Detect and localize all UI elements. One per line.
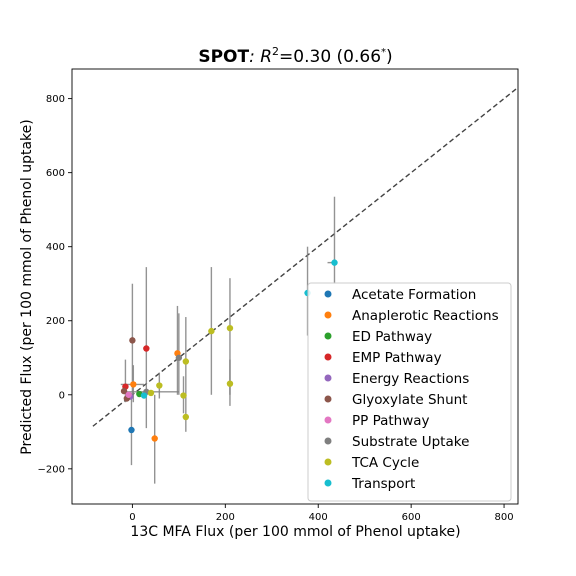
legend: Acetate Formation Anaplerotic Reactions ED… [307, 282, 512, 502]
x-axis-label: 13C MFA Flux (per 100 mmol of Phenol upt… [130, 524, 460, 540]
data-point-emp-pathway [143, 345, 150, 352]
legend-entry-glyoxylate-shunt: Glyoxylate Shunt [352, 392, 467, 408]
legend-marker-emp-pathway [324, 353, 332, 361]
legend-entry-acetate-formation: Acetate Formation [352, 287, 476, 303]
legend-marker-pp-pathway [324, 416, 332, 424]
legend-entry-tca-cycle: TCA Cycle [351, 455, 419, 471]
x-axis: 0 200 400 600 800 [129, 504, 514, 523]
data-point-transport [331, 259, 338, 266]
y-tick-label: 600 [46, 168, 65, 179]
y-axis-label: Predicted Flux (per 100 mmol of Phenol u… [19, 119, 35, 454]
data-point-tca-cycle [147, 389, 155, 397]
data-point-acetate-formation [128, 426, 135, 434]
plot-frame [71, 68, 519, 505]
data-point-anaplerotic-reactions [130, 381, 137, 388]
data-point-glyoxylate-shunt [129, 337, 136, 344]
chart-title-superscript: 2 [272, 45, 279, 58]
x-tick-label: 200 [216, 512, 235, 523]
x-tick-label: 800 [495, 512, 514, 523]
data-point-tca-cycle [182, 358, 190, 365]
legend-box [307, 282, 512, 502]
data-point-tca-cycle [208, 327, 215, 335]
legend-entry-transport: Transport [351, 476, 415, 492]
legend-entry-emp-pathway: EMP Pathway [352, 350, 442, 366]
legend-marker-anaplerotic-reactions [324, 311, 332, 319]
data-point-anaplerotic-reactions [151, 435, 158, 442]
chart-title-close: ) [386, 47, 393, 67]
chart-title-suffix: =0.30 (0.66 [279, 47, 381, 67]
legend-entry-substrate-uptake: Substrate Uptake [352, 434, 469, 450]
x-tick-label: 0 [129, 512, 135, 523]
legend-entry-pp-pathway: PP Pathway [352, 413, 430, 429]
data-point-transport [140, 392, 148, 399]
legend-marker-energy-reactions [324, 374, 332, 382]
data-point-tca-cycle [226, 380, 234, 387]
legend-marker-acetate-formation [324, 290, 332, 298]
legend-marker-tca-cycle [324, 458, 332, 466]
legend-marker-ed-pathway [324, 332, 332, 340]
chart-title-bold: SPOT [198, 47, 249, 67]
x-tick-label: 400 [309, 512, 328, 523]
data-point-substrate-uptake [175, 354, 183, 361]
chart-title-star: * [381, 47, 386, 58]
data-point-tca-cycle [226, 324, 234, 332]
legend-entry-anaplerotic-reactions: Anaplerotic Reactions [352, 308, 499, 324]
y-tick-label: 800 [46, 94, 65, 105]
y-axis: −200 0 200 400 600 800 [38, 94, 72, 475]
legend-marker-glyoxylate-shunt [324, 395, 332, 403]
legend-marker-substrate-uptake [324, 437, 332, 445]
y-tick-label: 200 [46, 316, 65, 327]
data-point-tca-cycle [156, 382, 163, 389]
chart-title-prefix: : R [249, 47, 272, 67]
data-point-glyoxylate-shunt [120, 387, 128, 395]
legend-entry-energy-reactions: Energy Reactions [352, 371, 469, 387]
data-point-tca-cycle [182, 413, 190, 421]
legend-marker-transport [324, 479, 332, 487]
y-tick-label: 0 [59, 390, 65, 401]
data-point-tca-cycle [180, 392, 187, 399]
y-tick-label: −200 [38, 464, 65, 475]
x-tick-label: 600 [402, 512, 421, 523]
y-tick-label: 400 [46, 242, 65, 253]
chart-title: SPOT: R2=0.30 (0.66*) [198, 45, 392, 67]
legend-entry-ed-pathway: ED Pathway [352, 329, 432, 345]
identity-line [92, 86, 519, 427]
data-point-pp-pathway [125, 391, 132, 398]
